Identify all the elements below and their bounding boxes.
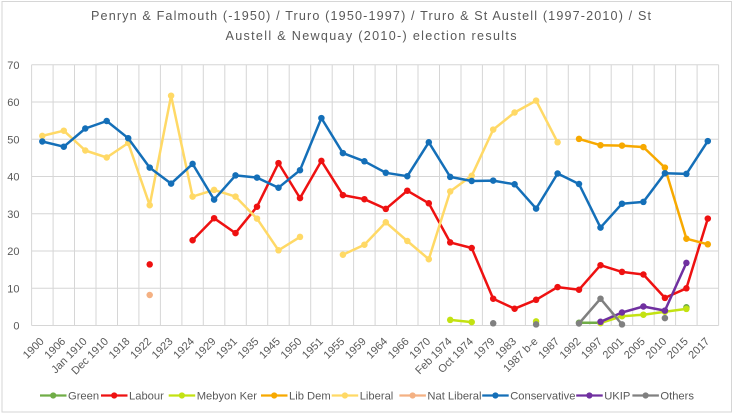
svg-text:Others: Others <box>660 391 694 403</box>
svg-text:Labour: Labour <box>129 391 164 403</box>
svg-text:10: 10 <box>7 283 19 295</box>
svg-text:Penryn & Falmouth (-1950) / Tr: Penryn & Falmouth (-1950) / Truro (1950-… <box>91 9 652 23</box>
svg-text:40: 40 <box>7 172 19 184</box>
svg-text:Liberal: Liberal <box>360 391 394 403</box>
svg-text:Lib Dem: Lib Dem <box>289 391 331 403</box>
svg-text:Nat Liberal: Nat Liberal <box>427 391 481 403</box>
svg-text:60: 60 <box>7 97 19 109</box>
svg-text:0: 0 <box>13 321 19 333</box>
svg-text:30: 30 <box>7 209 19 221</box>
svg-text:20: 20 <box>7 246 19 258</box>
svg-text:Mebyon Ker: Mebyon Ker <box>197 391 258 403</box>
svg-text:UKIP: UKIP <box>604 391 630 403</box>
svg-text:50: 50 <box>7 134 19 146</box>
svg-text:70: 70 <box>7 60 19 72</box>
svg-text:Conservative: Conservative <box>510 391 575 403</box>
svg-text:Green: Green <box>68 391 99 403</box>
